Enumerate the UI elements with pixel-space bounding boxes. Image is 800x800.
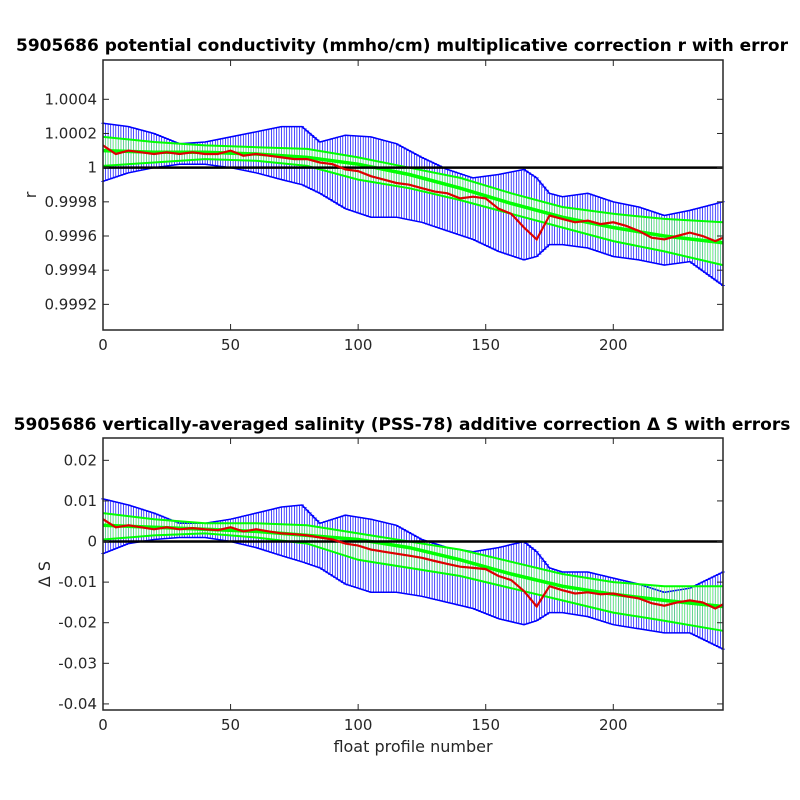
error-upper-envelope bbox=[102, 122, 724, 217]
y-tick-label: 1 bbox=[87, 159, 97, 177]
x-tick-label: 150 bbox=[471, 716, 500, 734]
y-tick-label: 0 bbox=[87, 533, 97, 551]
chart-title: 5905686 vertically-averaged salinity (PS… bbox=[14, 415, 791, 435]
x-axis-label: float profile number bbox=[333, 737, 493, 756]
y-tick-label: 1.0002 bbox=[45, 124, 98, 142]
y-tick-label: 0.9992 bbox=[45, 295, 98, 313]
x-tick-label: 150 bbox=[471, 336, 500, 354]
y-tick-label: 1.0004 bbox=[45, 90, 98, 108]
y-tick-label: 0.9994 bbox=[45, 261, 98, 279]
x-tick-label: 0 bbox=[98, 716, 108, 734]
chart-title: 5905686 potential conductivity (mmho/cm)… bbox=[16, 36, 789, 56]
plot-area bbox=[101, 498, 725, 650]
y-tick-label: 0.9996 bbox=[45, 227, 98, 245]
error-lower-envelope bbox=[102, 163, 724, 287]
correction-line bbox=[102, 144, 724, 243]
error-lower-envelope bbox=[102, 536, 724, 650]
y-tick-label: -0.04 bbox=[58, 695, 97, 713]
y-tick-label: -0.03 bbox=[58, 654, 97, 672]
x-tick-label: 200 bbox=[599, 716, 628, 734]
y-tick-label: -0.01 bbox=[58, 573, 97, 591]
correction-line bbox=[102, 518, 724, 610]
axes-box bbox=[102, 59, 724, 331]
fit-lower-line bbox=[102, 532, 724, 632]
y-axis-label: Δ S bbox=[35, 561, 54, 587]
y-tick-label: 0.9998 bbox=[45, 193, 98, 211]
y-tick-label: 0.01 bbox=[64, 492, 97, 510]
x-tick-label: 0 bbox=[98, 336, 108, 354]
error-upper-envelope bbox=[102, 498, 724, 594]
axis-ticks: 0 50 100 150 200 -0.04 -0.03 -0.02 -0.01 0 0.01 0.0… bbox=[58, 438, 723, 734]
y-axis-label: r bbox=[21, 191, 40, 198]
y-tick-label: -0.02 bbox=[58, 614, 97, 632]
x-tick-label: 50 bbox=[221, 336, 240, 354]
y-tick-label: 0.02 bbox=[64, 451, 97, 469]
fit-line bbox=[102, 148, 724, 245]
x-tick-label: 100 bbox=[344, 716, 373, 734]
panel-conductivity-correction: 5905686 potential conductivity (mmho/cm)… bbox=[16, 36, 789, 354]
x-tick-label: 100 bbox=[344, 336, 373, 354]
x-tick-label: 50 bbox=[221, 716, 240, 734]
panel-salinity-correction: 5905686 vertically-averaged salinity (PS… bbox=[14, 415, 791, 756]
plot-area bbox=[101, 122, 725, 287]
fit-lower-line bbox=[102, 158, 724, 267]
x-tick-label: 200 bbox=[599, 336, 628, 354]
axes-box bbox=[102, 437, 724, 711]
axis-ticks: 0 50 100 150 200 0.9992 0.9994 0.9996 0.9998 1 1.0… bbox=[45, 60, 723, 354]
